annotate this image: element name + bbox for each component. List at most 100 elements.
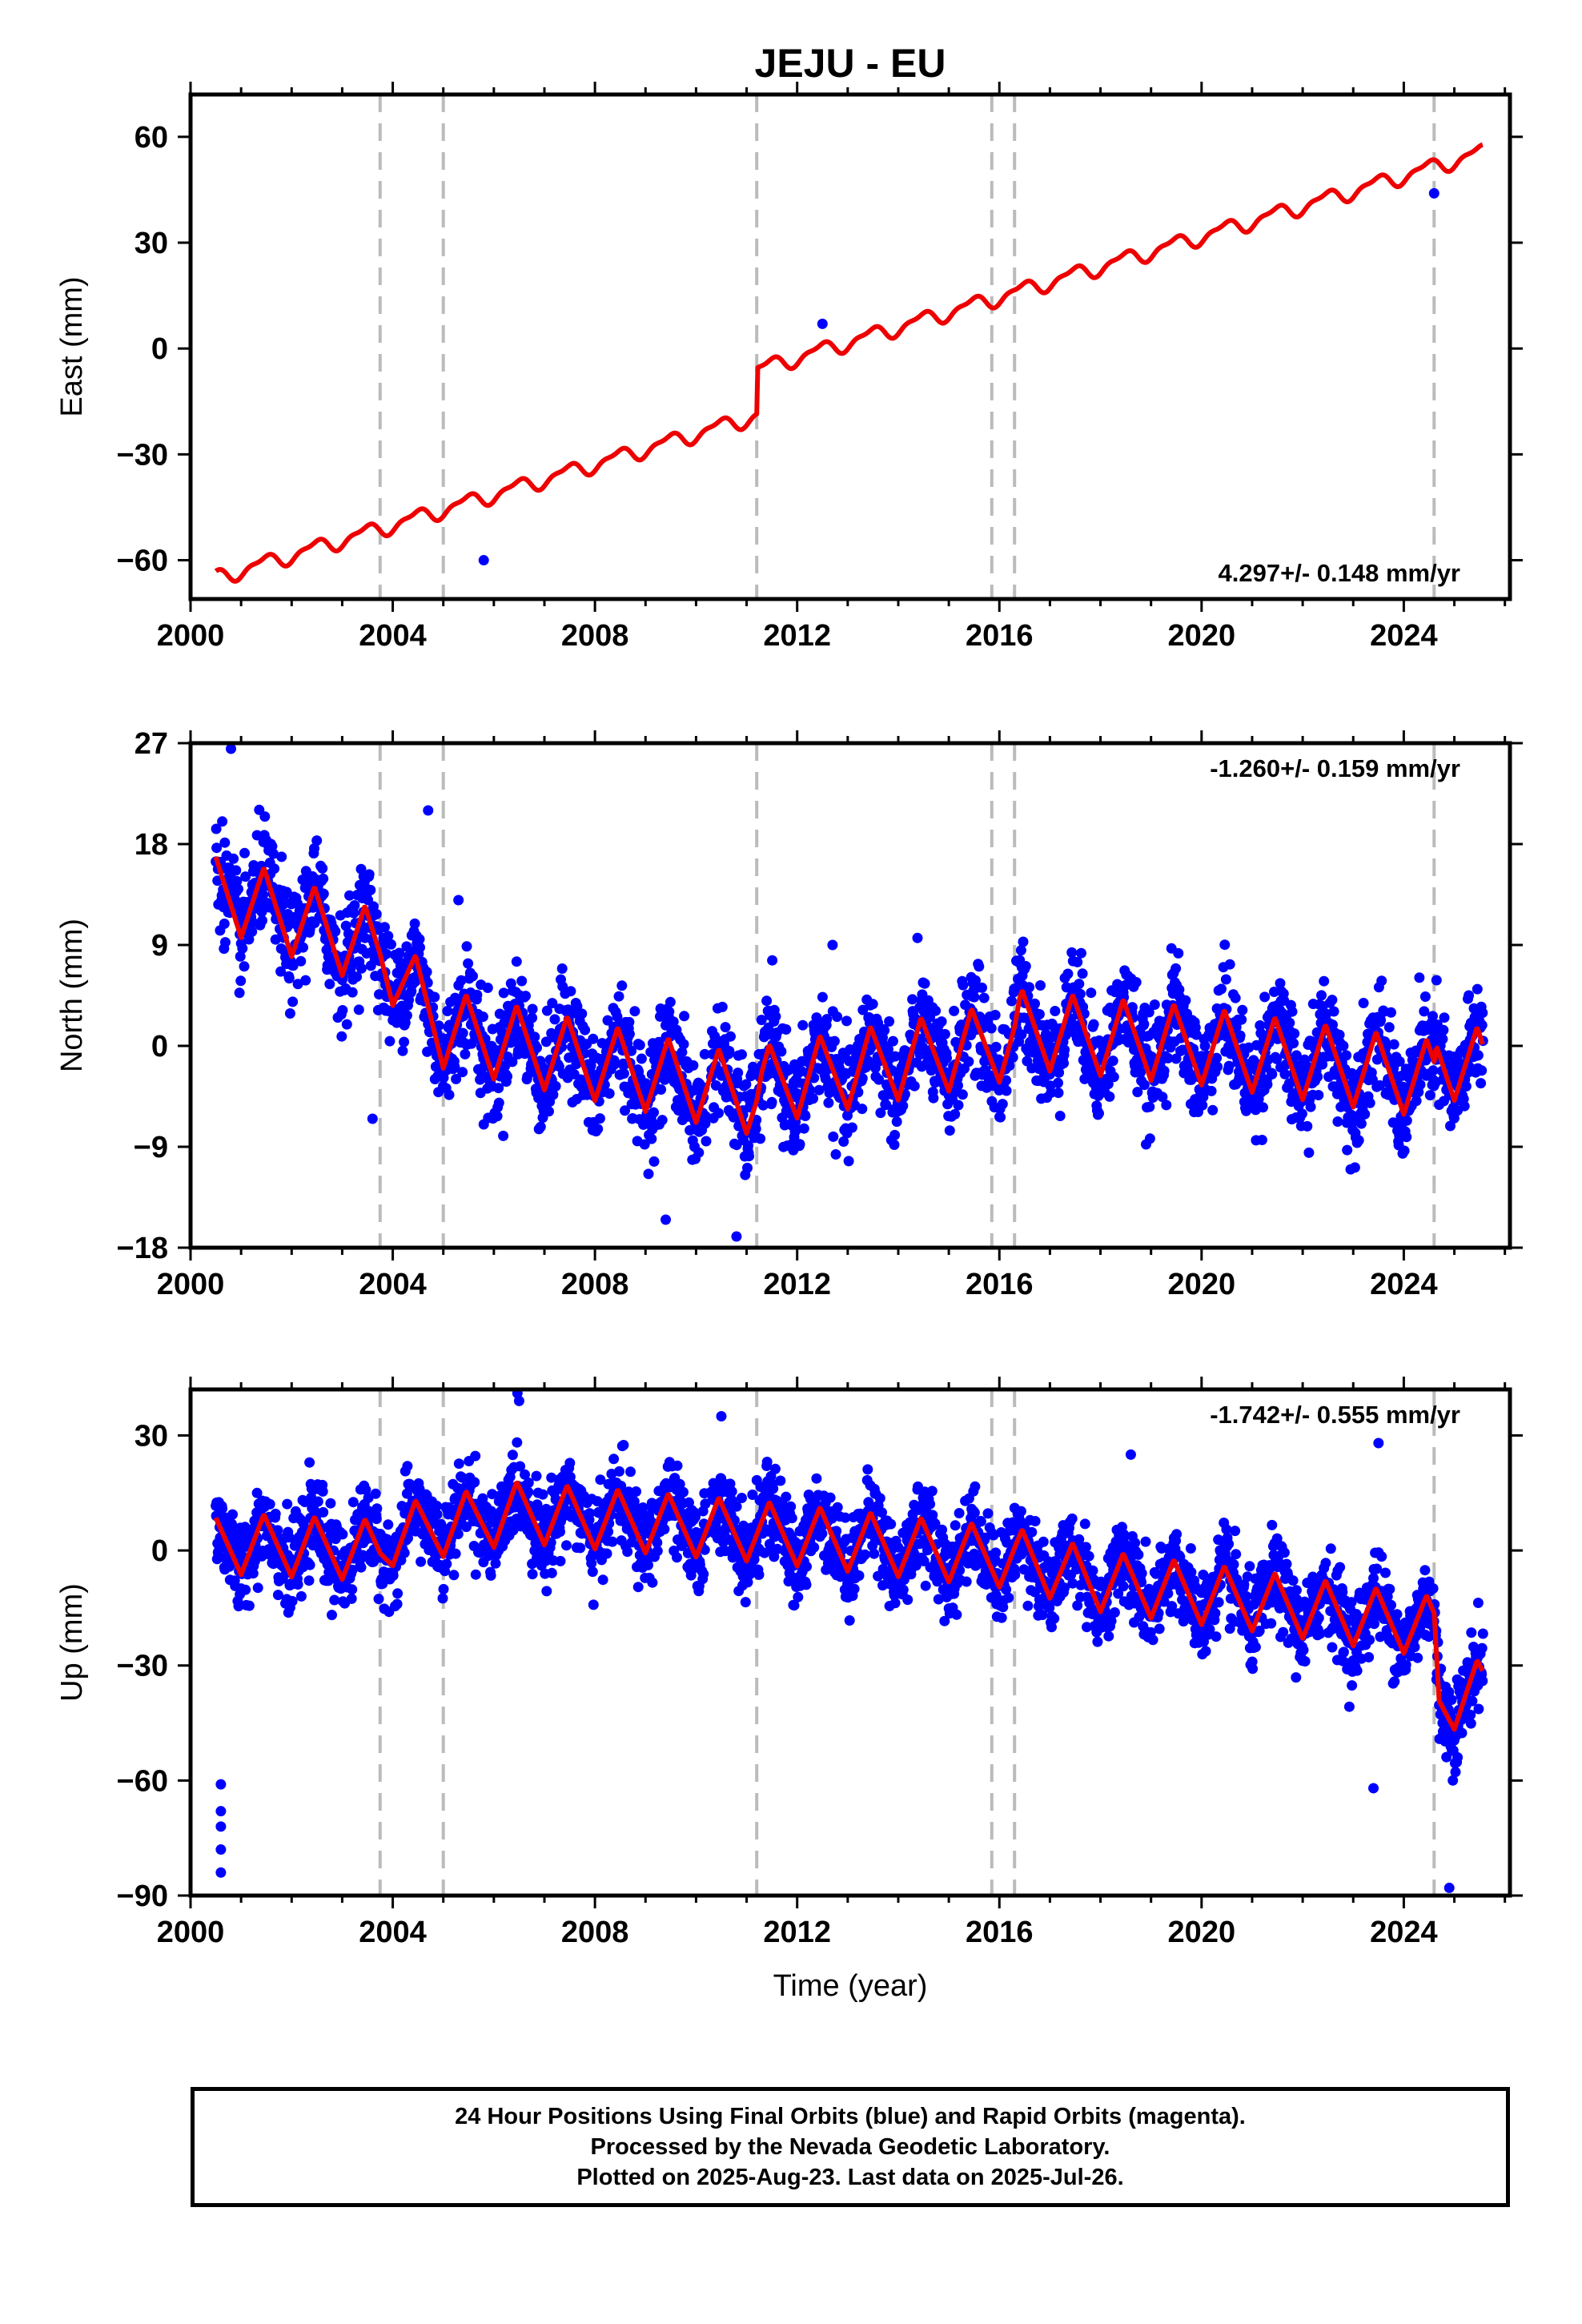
data-point [428, 0, 438, 6]
data-point [214, 0, 224, 6]
data-point [239, 961, 250, 972]
data-point [375, 0, 386, 6]
data-point [684, 0, 694, 6]
data-point [457, 0, 468, 6]
data-point [1102, 0, 1113, 6]
data-point [810, 0, 821, 6]
data-point [472, 0, 482, 6]
data-point [422, 0, 432, 6]
data-point [1060, 0, 1070, 6]
data-point [769, 0, 780, 6]
data-point [1420, 0, 1431, 6]
data-point [1177, 0, 1187, 6]
data-point [1347, 0, 1357, 6]
data-point [1271, 0, 1282, 6]
data-point [1427, 0, 1438, 6]
data-point [774, 0, 785, 6]
data-point [588, 0, 598, 6]
data-point [550, 0, 560, 6]
data-point [911, 0, 921, 6]
data-point [987, 0, 998, 6]
data-point [1238, 0, 1248, 6]
data-point [1218, 0, 1228, 6]
data-point [545, 0, 556, 6]
data-point [1098, 0, 1109, 6]
data-point [1162, 0, 1172, 6]
data-point [556, 0, 567, 6]
data-point [1051, 0, 1062, 6]
data-point [1104, 0, 1114, 6]
data-point [1430, 0, 1440, 6]
data-point [901, 0, 912, 6]
data-point [1387, 0, 1397, 6]
data-point [772, 0, 782, 6]
data-point [558, 0, 568, 6]
data-point [1063, 0, 1074, 6]
data-point [1213, 0, 1223, 6]
data-point [867, 999, 878, 1010]
data-point [682, 0, 693, 6]
data-point [560, 0, 570, 6]
data-point [1401, 0, 1411, 6]
data-point [975, 0, 986, 6]
data-point [728, 0, 738, 6]
data-point [1311, 0, 1321, 6]
data-point [951, 0, 962, 6]
data-point [322, 0, 332, 6]
data-point [927, 0, 938, 6]
data-point [901, 0, 911, 6]
data-point [1327, 0, 1338, 6]
data-point [843, 0, 853, 6]
data-point [736, 0, 746, 6]
data-point [544, 0, 555, 6]
data-point [529, 1031, 540, 1043]
data-point [1454, 0, 1464, 6]
data-point [287, 0, 297, 6]
data-point [1051, 0, 1062, 6]
data-point [347, 0, 358, 6]
data-point [1432, 0, 1443, 6]
data-point [211, 842, 223, 854]
data-point [228, 0, 239, 6]
data-point [416, 0, 426, 6]
data-point [833, 0, 844, 6]
panel-frame [188, 92, 1512, 601]
data-point [1419, 0, 1430, 6]
data-point [1307, 0, 1318, 6]
data-point [1390, 0, 1400, 6]
data-point [223, 0, 234, 6]
data-point [325, 0, 335, 6]
data-point [1242, 0, 1252, 6]
data-point [1081, 0, 1091, 6]
data-point [509, 0, 520, 6]
data-point [1464, 0, 1475, 6]
data-point [995, 0, 1006, 6]
data-point [588, 0, 599, 6]
data-point [380, 0, 391, 6]
data-point [1110, 0, 1120, 6]
data-point [1355, 0, 1365, 6]
data-point [1085, 0, 1095, 6]
data-point [211, 0, 221, 6]
data-point [460, 1048, 471, 1059]
data-point [1433, 0, 1443, 6]
data-point [996, 0, 1006, 6]
data-point [781, 0, 792, 6]
data-point [1095, 0, 1106, 6]
data-point [817, 0, 828, 6]
data-point [307, 0, 317, 6]
data-point [1113, 0, 1123, 6]
data-point [415, 942, 425, 953]
data-point [488, 0, 499, 6]
data-point [638, 0, 648, 6]
data-point [822, 0, 833, 6]
data-point [1361, 0, 1371, 6]
data-point [971, 0, 982, 6]
data-point [576, 0, 586, 6]
data-point [524, 0, 535, 6]
data-point [607, 0, 617, 6]
data-point [350, 0, 360, 6]
data-point [1052, 0, 1062, 6]
data-point [1373, 0, 1383, 6]
data-point [899, 0, 909, 6]
